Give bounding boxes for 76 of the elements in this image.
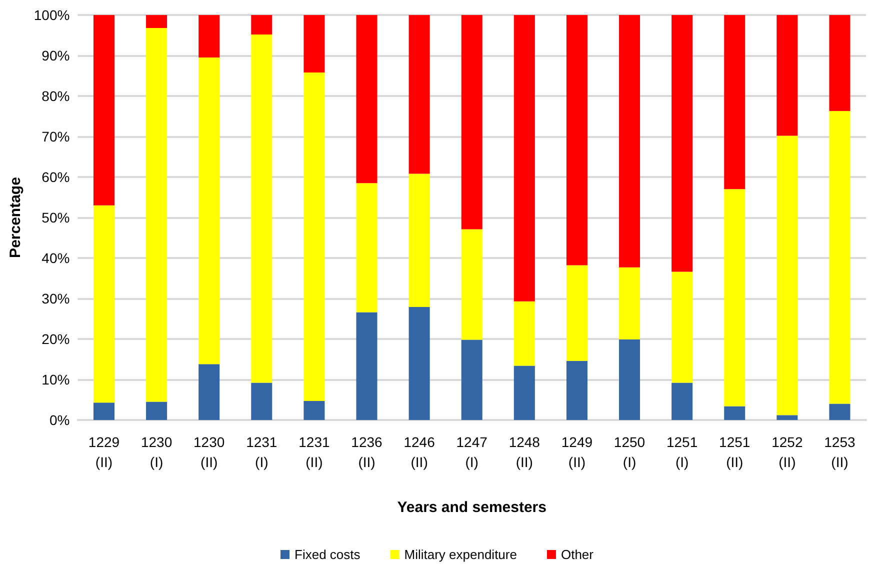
x-tick-label: 1246 (II) bbox=[404, 434, 436, 470]
bar bbox=[356, 15, 378, 184]
bar bbox=[776, 136, 798, 416]
bar bbox=[304, 72, 325, 401]
bar bbox=[461, 15, 482, 230]
x-tick-label: 1229 (II) bbox=[88, 434, 120, 470]
y-tick-label: 60% bbox=[42, 169, 70, 185]
bar bbox=[146, 28, 168, 402]
y-tick-label: 70% bbox=[42, 128, 70, 144]
bar bbox=[672, 382, 693, 420]
bar bbox=[619, 339, 640, 420]
bar bbox=[304, 400, 325, 420]
bar bbox=[198, 58, 220, 364]
y-tick-label: 40% bbox=[42, 250, 70, 266]
x-axis-title: Years and semesters bbox=[397, 499, 546, 516]
bar bbox=[304, 15, 325, 73]
bar bbox=[776, 15, 798, 136]
y-tick-label: 100% bbox=[34, 7, 70, 23]
x-tick-label: 1236 (II) bbox=[351, 434, 383, 470]
bar bbox=[724, 15, 746, 190]
bar bbox=[829, 110, 850, 404]
bar bbox=[619, 267, 640, 340]
x-tick-label: 1250 (I) bbox=[614, 434, 646, 470]
bar bbox=[461, 229, 482, 340]
legend-label: Other bbox=[560, 547, 594, 562]
bar bbox=[146, 15, 168, 28]
x-tick-label: 1247 (I) bbox=[456, 434, 488, 470]
y-tick-label: 50% bbox=[42, 210, 70, 226]
bar bbox=[514, 301, 535, 366]
bar bbox=[829, 15, 850, 111]
bar bbox=[829, 404, 850, 420]
bar bbox=[251, 382, 272, 420]
bar bbox=[672, 272, 693, 383]
x-tick-label: 1231 (II) bbox=[298, 434, 330, 470]
bar bbox=[408, 15, 430, 174]
bar bbox=[251, 15, 272, 34]
bar bbox=[408, 307, 430, 420]
x-tick-label: 1251 (I) bbox=[666, 434, 698, 470]
bar bbox=[514, 366, 535, 420]
bar bbox=[146, 402, 168, 420]
x-tick-label: 1231 (I) bbox=[246, 434, 278, 470]
legend-label: Military expenditure bbox=[404, 547, 517, 562]
bar bbox=[724, 406, 746, 420]
x-tick-label: 1252 (II) bbox=[772, 434, 803, 470]
bar bbox=[724, 189, 746, 406]
x-tick-label: 1230 (II) bbox=[194, 434, 225, 470]
bar bbox=[619, 15, 640, 268]
x-tick-label: 1249 (II) bbox=[561, 434, 593, 470]
bar bbox=[198, 15, 220, 58]
bar bbox=[514, 15, 535, 302]
bar bbox=[408, 174, 430, 308]
x-tick-label: 1251 (II) bbox=[719, 434, 750, 470]
bar bbox=[356, 183, 378, 312]
legend-label: Fixed costs bbox=[294, 547, 361, 562]
bar bbox=[566, 360, 588, 420]
y-tick-label: 90% bbox=[42, 48, 70, 64]
bar bbox=[672, 15, 693, 272]
bar bbox=[776, 415, 798, 420]
bar bbox=[93, 15, 114, 206]
bar bbox=[356, 312, 378, 420]
bar bbox=[566, 15, 588, 266]
bar bbox=[461, 340, 482, 420]
bar bbox=[566, 265, 588, 361]
y-tick-label: 80% bbox=[42, 88, 70, 104]
x-tick-label: 1230 (I) bbox=[140, 434, 172, 470]
bar bbox=[93, 205, 114, 403]
y-tick-label: 30% bbox=[42, 290, 70, 306]
y-axis-title: Percentage bbox=[7, 177, 24, 258]
bar bbox=[93, 402, 114, 420]
y-tick-label: 0% bbox=[49, 412, 70, 428]
bar bbox=[251, 34, 272, 383]
x-tick-label: 1248 (II) bbox=[508, 434, 540, 470]
x-tick-label: 1253 (II) bbox=[824, 434, 856, 470]
y-tick-label: 10% bbox=[42, 372, 70, 388]
bar bbox=[198, 364, 220, 420]
y-tick-label: 20% bbox=[42, 331, 70, 347]
